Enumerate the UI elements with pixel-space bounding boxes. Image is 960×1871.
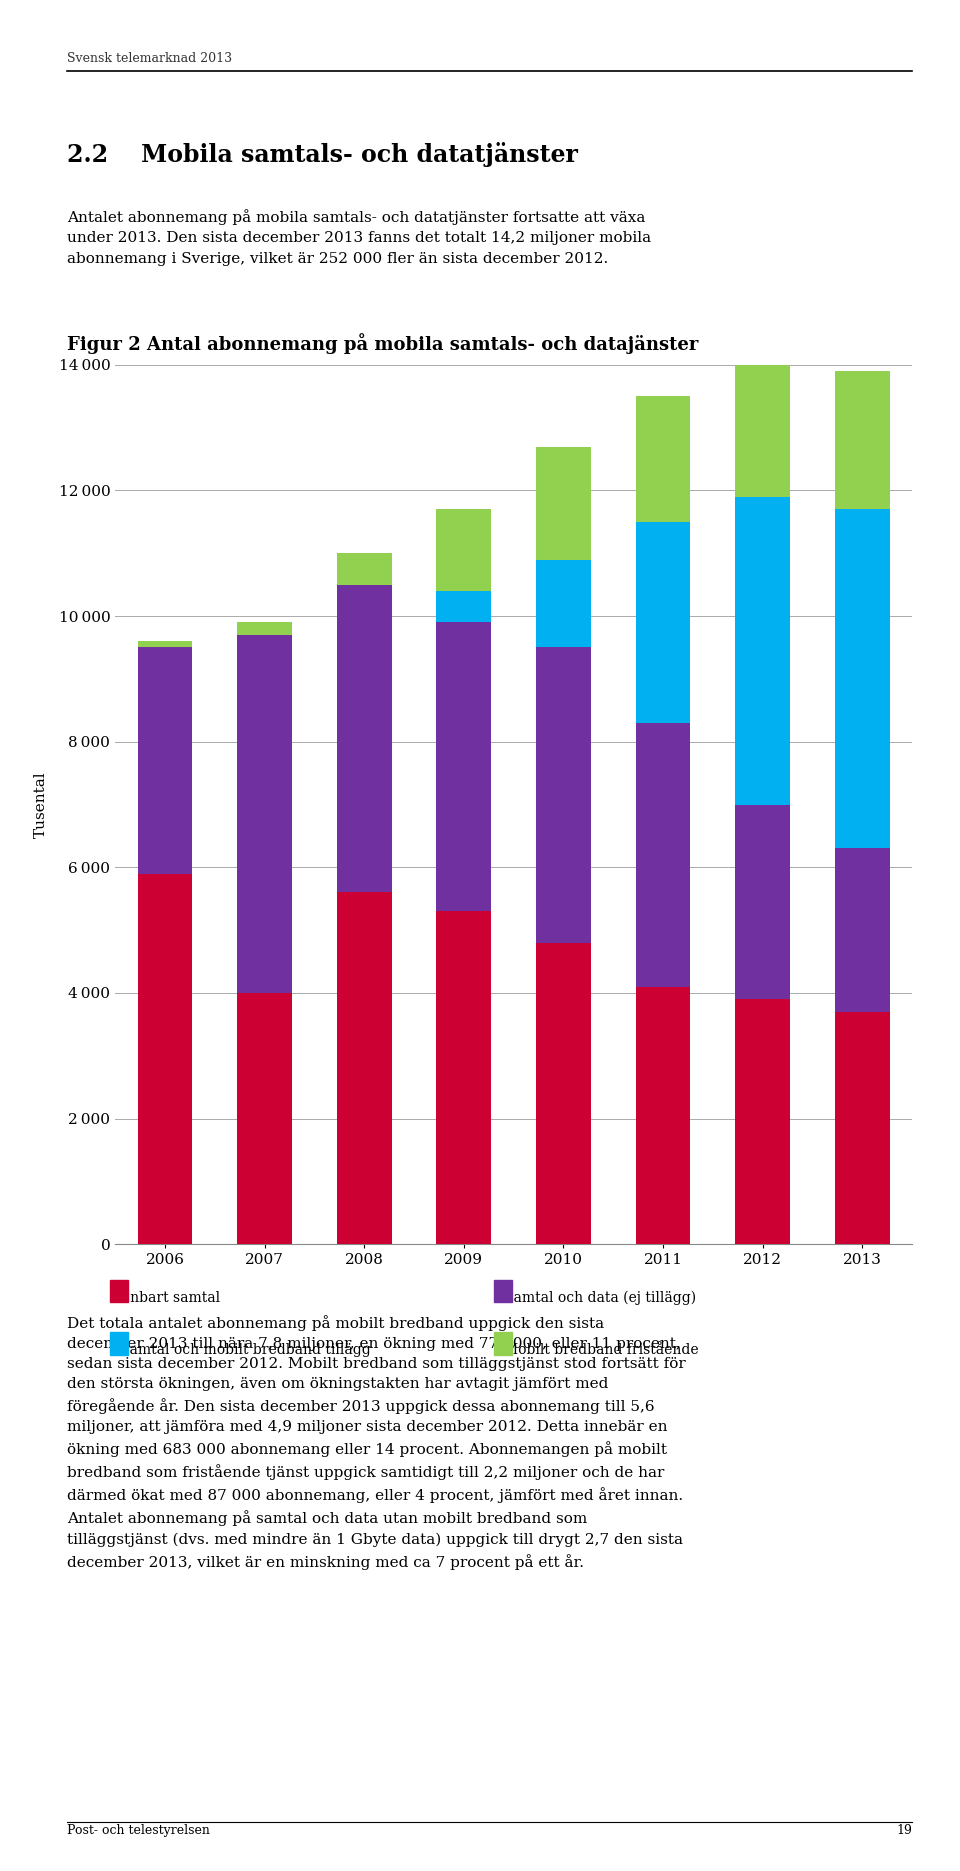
Bar — [536, 447, 590, 559]
Bar — [137, 642, 192, 647]
Y-axis label: Tusental: Tusental — [34, 771, 47, 838]
Bar — [536, 559, 590, 647]
Bar — [735, 999, 790, 1244]
Bar — [835, 848, 890, 1012]
Bar — [337, 892, 392, 1244]
Bar — [437, 591, 492, 623]
Text: Figur 2 Antal abonnemang på mobila samtals- och datajänster: Figur 2 Antal abonnemang på mobila samta… — [67, 333, 699, 354]
Bar — [237, 623, 292, 634]
Bar — [137, 874, 192, 1244]
Bar — [237, 634, 292, 994]
Text: 2.2    Mobila samtals- och datatjänster: 2.2 Mobila samtals- och datatjänster — [67, 142, 578, 167]
Text: Antalet abonnemang på mobila samtals- och datatjänster fortsatte att växa
under : Antalet abonnemang på mobila samtals- oc… — [67, 210, 651, 266]
Bar — [437, 911, 492, 1244]
Bar — [536, 943, 590, 1244]
Text: Svensk telemarknad 2013: Svensk telemarknad 2013 — [67, 52, 232, 65]
Text: Samtal och data (ej tillägg): Samtal och data (ej tillägg) — [504, 1291, 696, 1306]
Bar — [337, 554, 392, 584]
Bar — [137, 647, 192, 874]
Bar — [636, 722, 690, 986]
Bar — [636, 986, 690, 1244]
Bar — [237, 994, 292, 1244]
Bar — [536, 647, 590, 943]
Bar — [636, 397, 690, 522]
Bar — [437, 623, 492, 911]
Text: Mobilt bredband fristående: Mobilt bredband fristående — [504, 1343, 699, 1356]
Bar — [337, 584, 392, 892]
Bar — [835, 1012, 890, 1244]
Bar — [735, 805, 790, 999]
Text: Det totala antalet abonnemang på mobilt bredband uppgick den sista
december 2013: Det totala antalet abonnemang på mobilt … — [67, 1315, 686, 1570]
Text: Samtal och mobilt bredband tillägg: Samtal och mobilt bredband tillägg — [120, 1343, 371, 1356]
Text: Post- och telestyrelsen: Post- och telestyrelsen — [67, 1824, 210, 1837]
Text: Enbart samtal: Enbart samtal — [120, 1291, 220, 1304]
Bar — [735, 365, 790, 496]
Bar — [636, 522, 690, 722]
Bar — [437, 509, 492, 591]
Bar — [835, 370, 890, 509]
Bar — [735, 496, 790, 805]
Text: 19: 19 — [896, 1824, 912, 1837]
Bar — [835, 509, 890, 848]
